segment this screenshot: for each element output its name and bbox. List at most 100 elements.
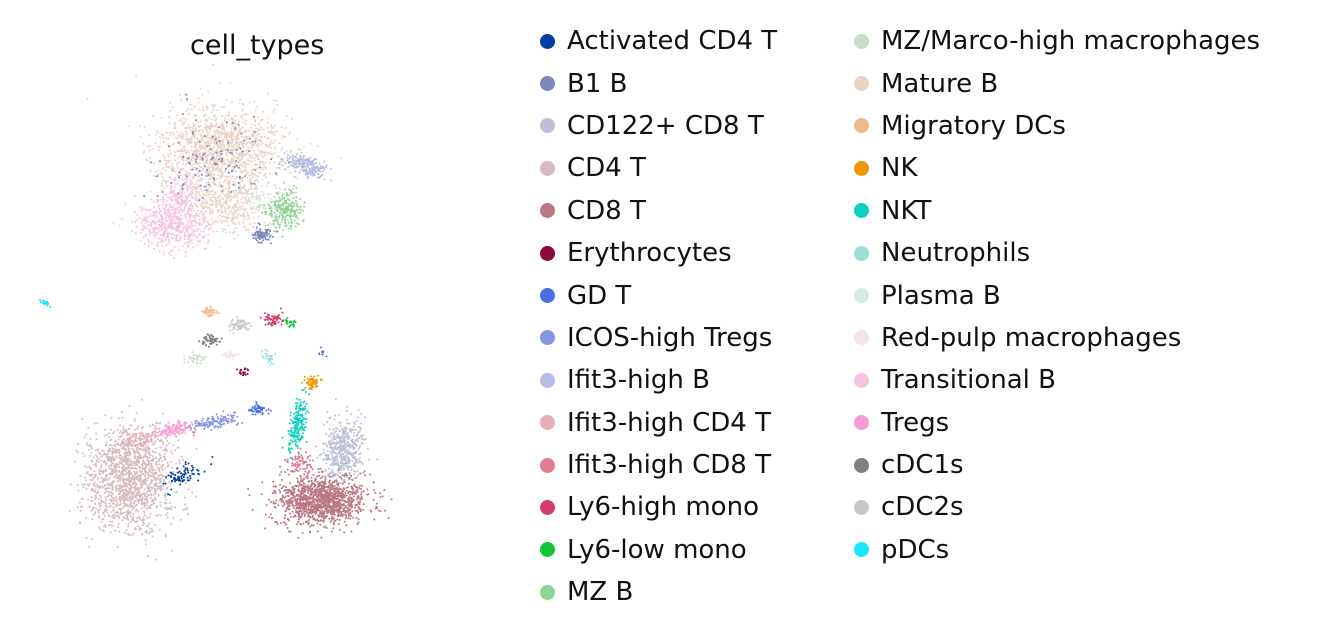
cluster-b1-b (251, 222, 279, 245)
legend-item: cDC2s (854, 486, 1260, 528)
legend-item: Erythrocytes (540, 232, 777, 274)
legend-label: Red-pulp macrophages (881, 322, 1182, 353)
cluster-ifit3-high-cd8-t (283, 447, 314, 473)
cluster-ifit3-high-cd4-t (117, 427, 180, 453)
legend-item: Ifit3-high CD8 T (540, 444, 777, 486)
cluster-cd4-t (68, 398, 198, 561)
legend-marker (854, 76, 869, 92)
legend-label: cDC1s (881, 450, 964, 481)
legend-marker (540, 372, 555, 388)
cluster-cd122-cd8-t (315, 398, 379, 489)
legend-item: MZ/Marco-high macrophages (854, 20, 1260, 62)
legend-marker (854, 330, 869, 346)
legend-label: CD122+ CD8 T (567, 110, 764, 141)
legend-marker (540, 288, 555, 304)
legend-label: Erythrocytes (567, 238, 732, 269)
legend-label: NK (881, 153, 918, 184)
legend-label: Ifit3-high B (567, 365, 710, 396)
legend-marker (540, 245, 555, 261)
legend-label: Migratory DCs (881, 110, 1066, 141)
legend-label: Ly6-low mono (567, 534, 747, 565)
legend-label: Ifit3-high CD8 T (567, 450, 771, 481)
cluster-ifit3-high-b (278, 152, 333, 182)
legend-item: Migratory DCs (854, 105, 1260, 147)
cluster-nk (300, 374, 323, 391)
legend-item: CD122+ CD8 T (540, 105, 777, 147)
legend-label: Transitional B (881, 365, 1056, 396)
cluster-transitional-b (112, 190, 214, 260)
legend-label: NKT (881, 195, 932, 226)
legend-item: Plasma B (854, 274, 1260, 316)
legend-column-2: MZ/Marco-high macrophages Mature B Migrato… (854, 20, 1260, 571)
legend-item: NK (854, 147, 1260, 189)
legend-label: ICOS-high Tregs (567, 322, 773, 353)
cluster-ly6-high-mono (259, 307, 285, 327)
legend-marker (854, 245, 869, 261)
legend-item: CD4 T (540, 147, 777, 189)
cluster-mz-marco-high-macrophages (183, 351, 207, 365)
legend-column-1: Activated CD4 T B1 B CD122+ CD8 T CD4 T CD8 … (540, 20, 777, 613)
cluster-migratory-dcs (201, 305, 220, 318)
legend-marker (540, 584, 555, 600)
legend-label: MZ B (567, 577, 634, 608)
legend-item: pDCs (854, 529, 1260, 571)
legend-item: Ifit3-high B (540, 359, 777, 401)
cluster-gd-t (247, 401, 272, 416)
cluster-transitional-b (149, 165, 212, 225)
legend-marker (540, 457, 555, 473)
cluster-ly6-low-mono (284, 317, 297, 328)
legend-label: GD T (567, 280, 632, 311)
legend-marker (854, 372, 869, 388)
legend-label: cDC2s (881, 492, 964, 523)
legend-item: Red-pulp macrophages (854, 317, 1260, 359)
legend-item: MZ B (540, 571, 777, 613)
legend-label: Activated CD4 T (567, 26, 778, 57)
cluster-b1-b (143, 93, 291, 202)
legend-marker (540, 499, 555, 515)
legend-marker (540, 542, 555, 558)
legend-marker (854, 542, 869, 558)
cluster-neutrophils (261, 348, 277, 367)
legend-item: Ly6-high mono (540, 486, 777, 528)
cluster-nkt (281, 388, 311, 461)
legend-label: Mature B (881, 68, 999, 99)
legend-label: MZ/Marco-high macrophages (881, 26, 1261, 57)
cluster-icos-high-tregs (187, 410, 243, 434)
cluster-cdc2s (228, 316, 253, 335)
legend-marker (854, 499, 869, 515)
legend-item: cDC1s (854, 444, 1260, 486)
legend-marker (854, 203, 869, 219)
legend-item: Ifit3-high CD4 T (540, 402, 777, 444)
legend-label: CD8 T (567, 195, 646, 226)
cluster-tregs (131, 419, 204, 441)
legend-item: NKT (854, 190, 1260, 232)
legend-item: CD8 T (540, 190, 777, 232)
legend-marker (854, 457, 869, 473)
legend-item: Ly6-low mono (540, 529, 777, 571)
legend-item: Tregs (854, 402, 1260, 444)
cluster-plasma-b (229, 176, 285, 226)
cluster-pdcs (39, 299, 52, 308)
cluster-erythrocytes (235, 367, 250, 377)
cluster-activated-cd4-t (162, 456, 214, 496)
cluster-cd8-t (247, 462, 393, 539)
legend-item: GD T (540, 274, 777, 316)
legend-marker (540, 118, 555, 134)
legend-marker (854, 160, 869, 176)
legend-marker (540, 330, 555, 346)
legend-label: Ifit3-high CD4 T (567, 407, 771, 438)
legend-item: B1 B (540, 62, 777, 104)
legend-label: Ly6-high mono (567, 492, 759, 523)
legend-label: Neutrophils (881, 238, 1031, 269)
legend-item: Activated CD4 T (540, 20, 777, 62)
legend-marker (540, 160, 555, 176)
legend-marker (854, 415, 869, 431)
legend-item: Transitional B (854, 359, 1260, 401)
chart-title: cell_types (190, 30, 325, 61)
legend-marker (540, 76, 555, 92)
legend-marker (540, 203, 555, 219)
legend-item: ICOS-high Tregs (540, 317, 777, 359)
legend-label: B1 B (567, 68, 628, 99)
legend-label: Tregs (881, 407, 950, 438)
legend-marker (540, 33, 555, 49)
